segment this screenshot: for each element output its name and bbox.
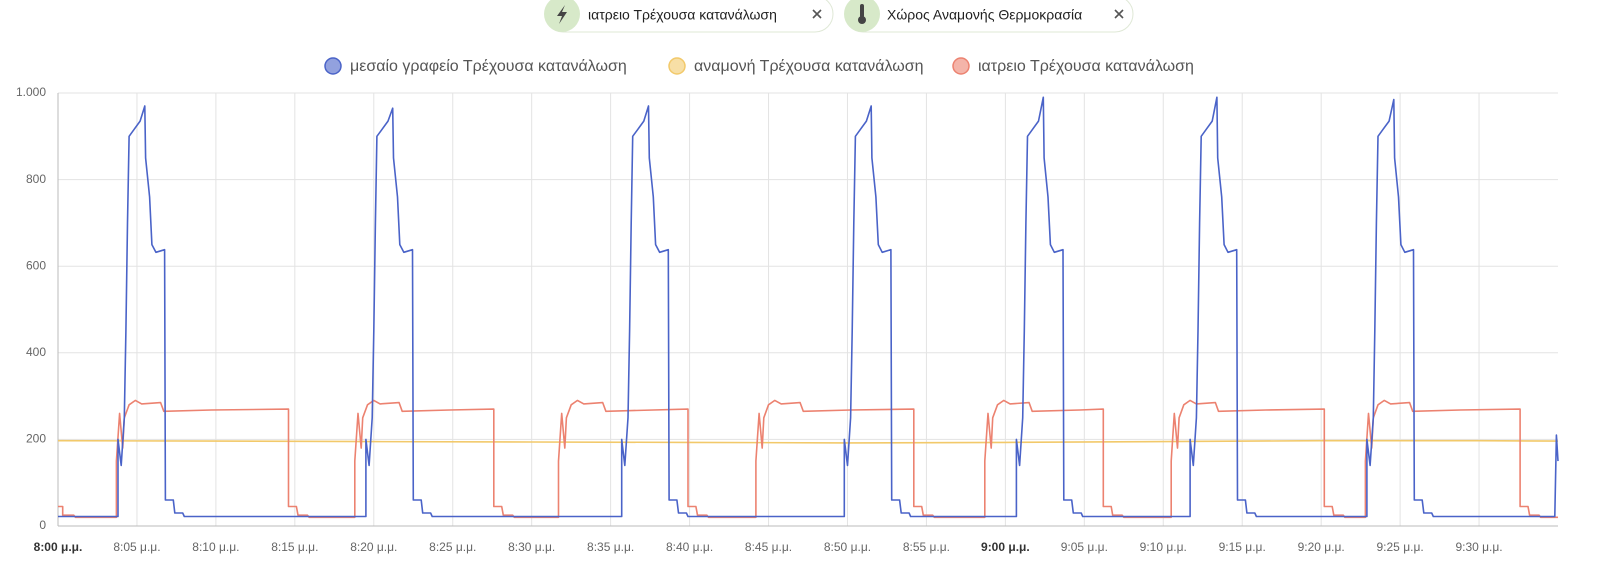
- chip-remove[interactable]: [812, 9, 822, 19]
- filter-chip[interactable]: ιατρειο Τρέχουσα κατανάλωση: [544, 0, 834, 33]
- x-tick-label: 8:40 μ.μ.: [666, 540, 713, 554]
- x-tick-label: 9:15 μ.μ.: [1219, 540, 1266, 554]
- x-tick-label: 9:25 μ.μ.: [1377, 540, 1424, 554]
- x-tick-label: 8:15 μ.μ.: [271, 540, 318, 554]
- y-tick-label: 600: [26, 258, 46, 272]
- x-tick-label: 8:00 μ.μ.: [34, 540, 83, 554]
- x-tick-label: 9:05 μ.μ.: [1061, 540, 1108, 554]
- chip-label: Χώρος Αναμονής Θερμοκρασία: [887, 7, 1082, 23]
- y-tick-label: 200: [26, 432, 46, 446]
- y-tick-label: 0: [39, 518, 46, 532]
- x-tick-label: 8:10 μ.μ.: [192, 540, 239, 554]
- legend-label: αναμονή Τρέχουσα κατανάλωση: [694, 58, 924, 75]
- x-tick-label: 9:20 μ.μ.: [1298, 540, 1345, 554]
- chip-label: ιατρειο Τρέχουσα κατανάλωση: [588, 7, 777, 23]
- series-line: [57, 439, 1559, 444]
- x-tick-label: 9:30 μ.μ.: [1455, 540, 1502, 554]
- chip-remove[interactable]: [1114, 9, 1124, 19]
- legend-swatch: [952, 57, 970, 75]
- legend-swatch: [324, 57, 342, 75]
- y-tick-label: 400: [26, 345, 46, 359]
- x-tick-label: 8:25 μ.μ.: [429, 540, 476, 554]
- x-tick-label: 8:50 μ.μ.: [824, 540, 871, 554]
- legend-swatch: [668, 57, 686, 75]
- x-tick-label: 8:05 μ.μ.: [113, 540, 160, 554]
- x-tick-label: 8:55 μ.μ.: [903, 540, 950, 554]
- x-tick-label: 9:00 μ.μ.: [981, 540, 1030, 554]
- series-line: [58, 96, 1559, 518]
- filter-chip[interactable]: Χώρος Αναμονής Θερμοκρασία: [844, 0, 1134, 33]
- thermometer-icon: [860, 4, 864, 18]
- x-tick-label: 8:30 μ.μ.: [508, 540, 555, 554]
- y-tick-label: 1.000: [16, 85, 46, 99]
- legend-label: μεσαίο γραφείο Τρέχουσα κατανάλωση: [350, 58, 627, 75]
- x-tick-label: 8:45 μ.μ.: [745, 540, 792, 554]
- series-line: [58, 399, 1558, 519]
- legend: μεσαίο γραφείο Τρέχουσα κατανάλωση αναμον…: [324, 57, 1194, 75]
- x-tick-label: 8:20 μ.μ.: [350, 540, 397, 554]
- x-tick-label: 8:35 μ.μ.: [587, 540, 634, 554]
- bolt-icon: [557, 5, 567, 24]
- y-tick-label: 800: [26, 172, 46, 186]
- legend-label: ιατρειο Τρέχουσα κατανάλωση: [978, 58, 1194, 75]
- plot: 0 200 400 600 800 1.000 8:00 μ.μ. 8:05 μ.μ. 8:10…: [16, 85, 1559, 554]
- thermometer-bulb: [858, 16, 866, 24]
- x-tick-label: 9:10 μ.μ.: [1140, 540, 1187, 554]
